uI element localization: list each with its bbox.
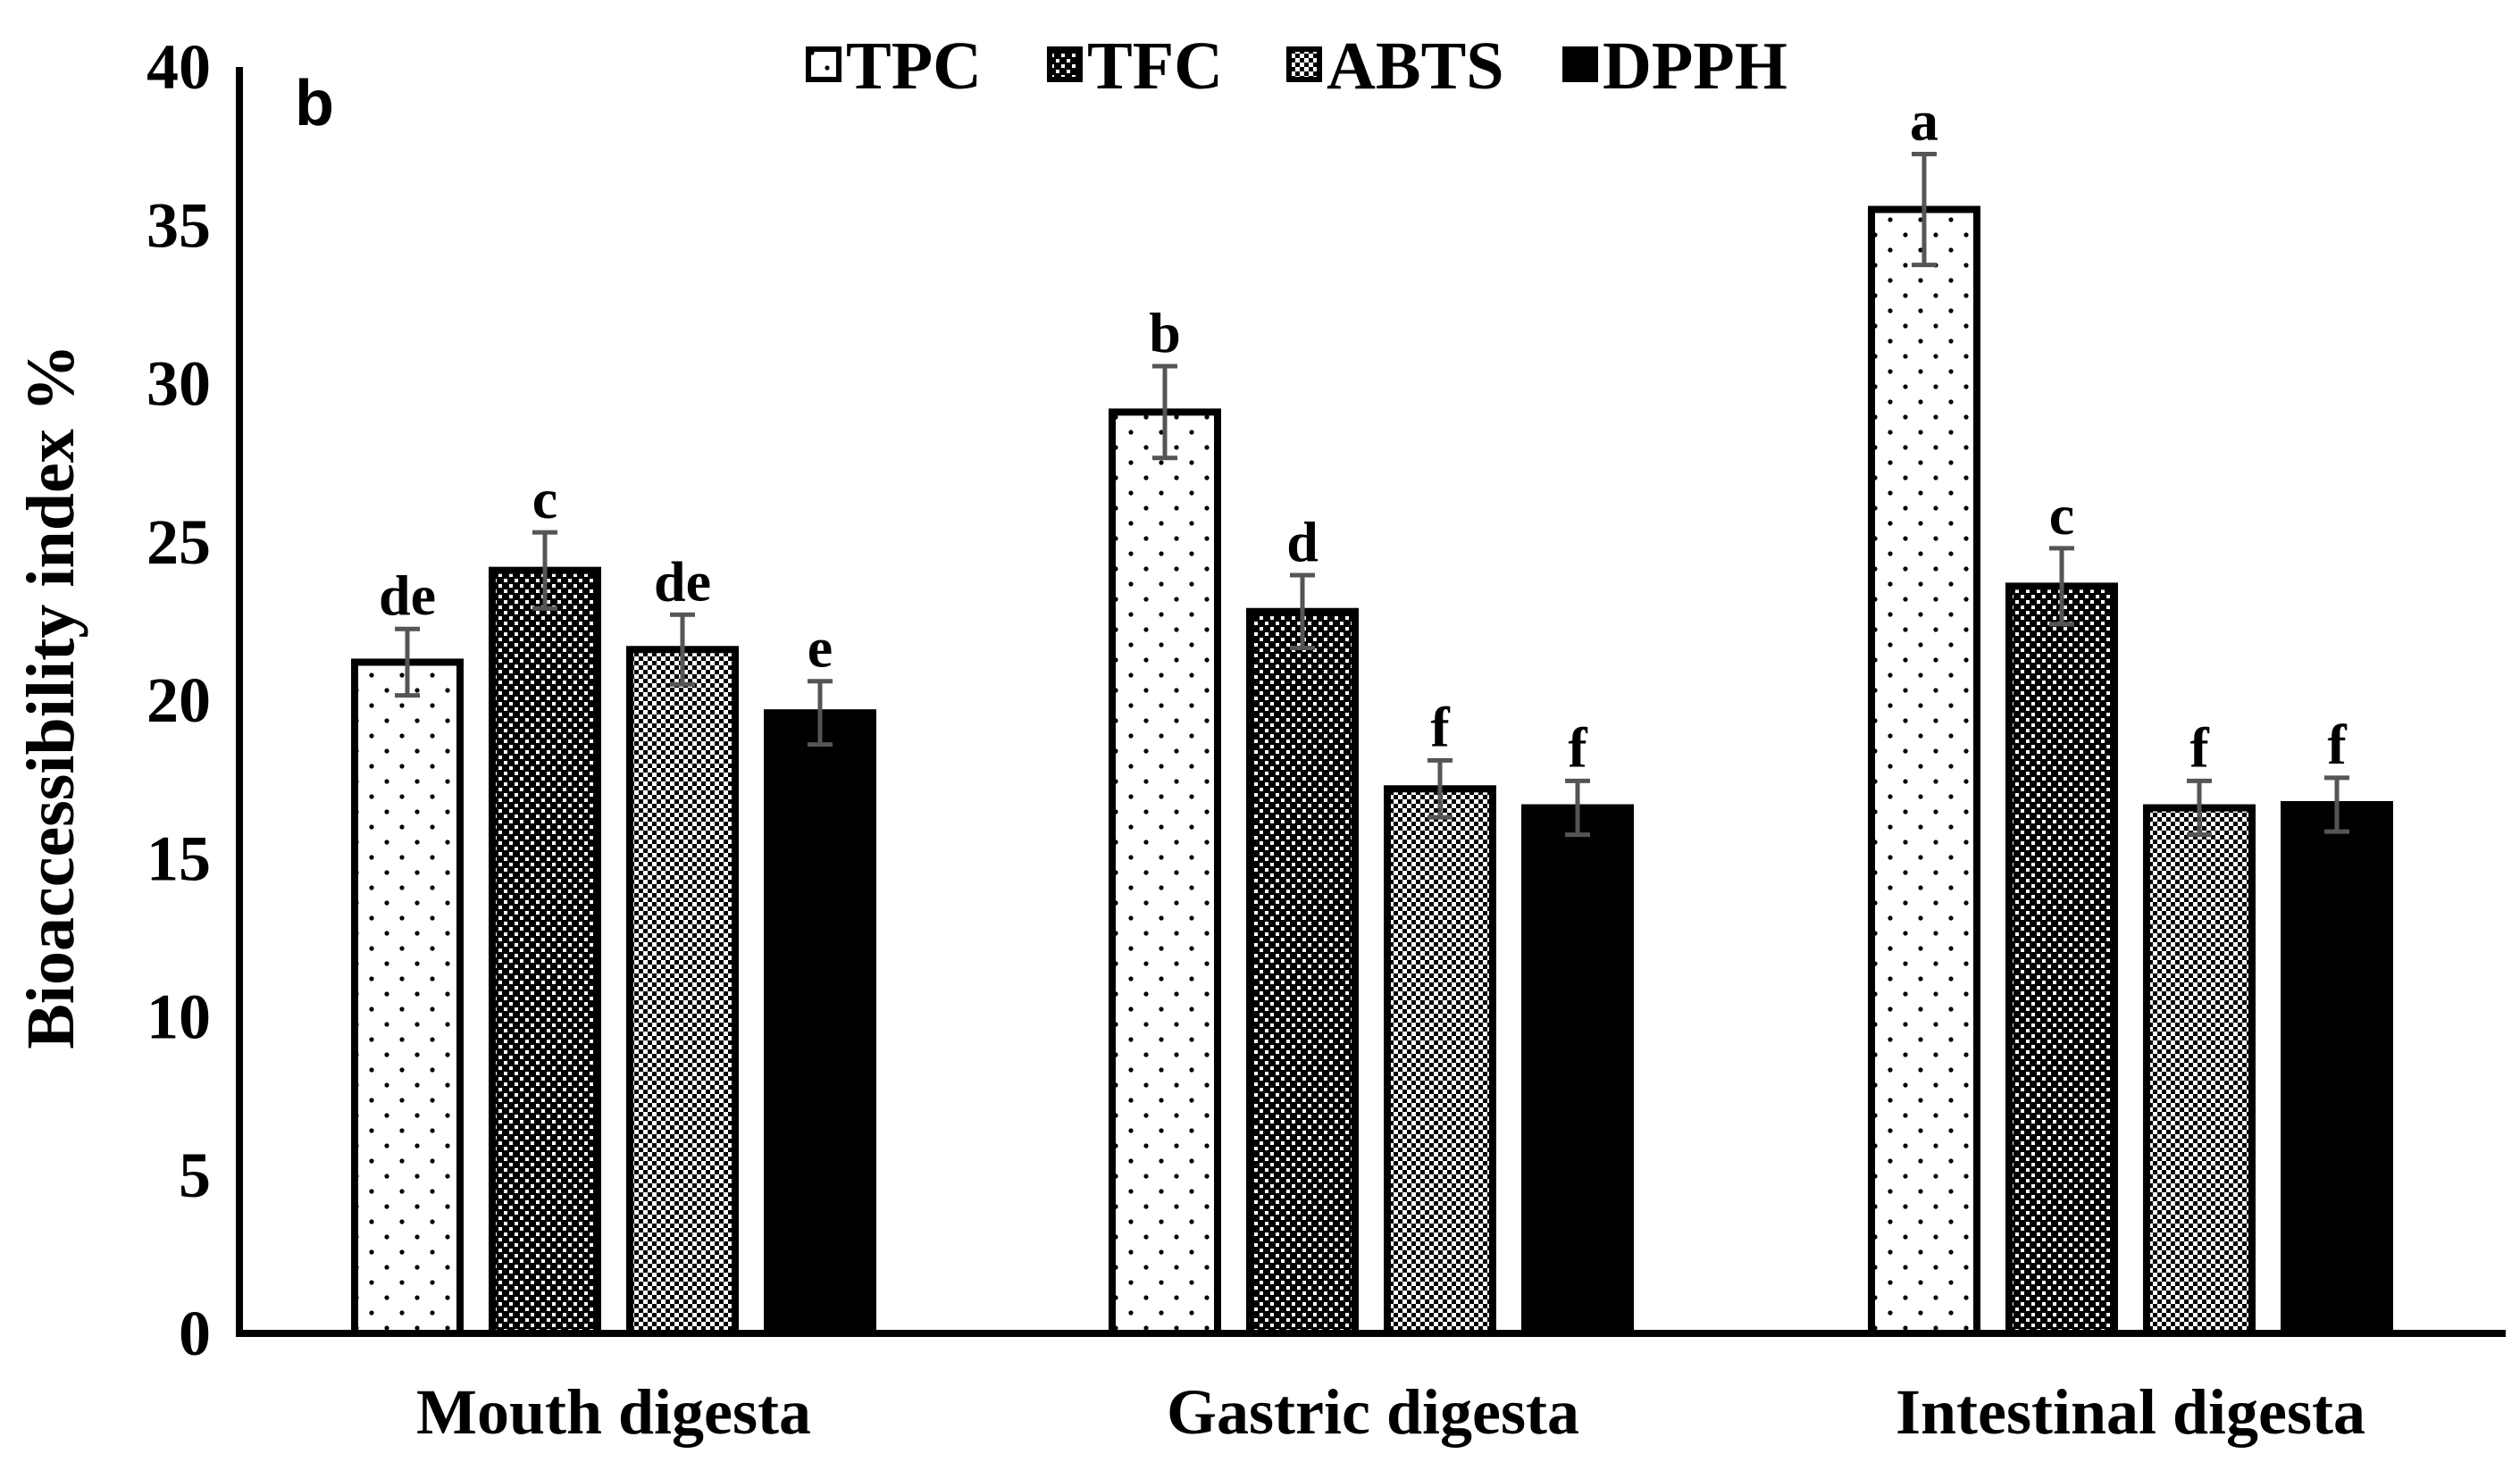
- category-label: Gastric digesta: [1167, 1376, 1579, 1448]
- bar-dpph: [764, 709, 876, 1337]
- bar-tpc: [1868, 205, 1980, 1337]
- legend-swatch: [1562, 46, 1598, 82]
- legend-item: TFC: [1047, 29, 1223, 104]
- y-tick-labels: 0 5 10 15 20 25 30 35 40: [147, 31, 211, 1369]
- error-bar: [1152, 363, 1177, 461]
- legend-swatch: [806, 46, 841, 82]
- bar-tpc: [1109, 408, 1221, 1337]
- panel-label: b: [295, 68, 334, 139]
- legend-label: ABTS: [1327, 29, 1504, 104]
- legend: TPC TFC ABTS DPPH: [806, 29, 1787, 104]
- significance-labels: de c de e b d f f a c f f: [379, 88, 2347, 779]
- significance-label: a: [1910, 88, 1938, 152]
- y-tick-label: 35: [147, 189, 211, 261]
- error-bar: [1290, 572, 1315, 651]
- axes: [236, 67, 2506, 1337]
- error-bar: [2324, 775, 2349, 834]
- legend-item: DPPH: [1562, 29, 1787, 104]
- legend-item: TPC: [806, 29, 982, 104]
- y-axis-title: Bioaccessibility index %: [13, 344, 88, 1049]
- category-labels: Mouth digesta Gastric digesta Intestinal d…: [416, 1376, 2365, 1448]
- error-bar: [2187, 778, 2212, 838]
- error-bar: [2049, 546, 2074, 627]
- y-tick-label: 25: [147, 506, 211, 578]
- significance-label: c: [2049, 483, 2074, 547]
- legend-label: TPC: [846, 29, 982, 104]
- y-tick-label: 40: [147, 31, 211, 103]
- bar-abts: [2143, 804, 2256, 1337]
- y-tick-label: 10: [147, 982, 211, 1053]
- bar-tfc: [489, 566, 601, 1337]
- error-bar: [1565, 778, 1590, 838]
- legend-label: TFC: [1087, 29, 1223, 104]
- y-tick-label: 20: [147, 664, 211, 736]
- error-bar: [808, 679, 833, 748]
- significance-label: de: [654, 549, 711, 613]
- significance-label: f: [2189, 715, 2209, 779]
- bar-abts: [1384, 785, 1496, 1337]
- bar-tfc: [2005, 582, 2118, 1337]
- bar-dpph: [2281, 800, 2393, 1337]
- y-tick-label: 0: [179, 1298, 211, 1369]
- significance-label: f: [1568, 715, 1587, 779]
- bars: [351, 205, 2393, 1337]
- legend-item: ABTS: [1286, 29, 1504, 104]
- error-bar: [1912, 151, 1937, 268]
- significance-label: f: [1430, 695, 1450, 758]
- bar-dpph: [1521, 804, 1634, 1337]
- category-label: Mouth digesta: [416, 1376, 811, 1448]
- y-tick-label: 30: [147, 348, 211, 420]
- significance-label: f: [2327, 713, 2347, 776]
- error-bars: [395, 151, 2349, 838]
- y-tick-label: 5: [179, 1140, 211, 1211]
- significance-label: c: [532, 467, 557, 530]
- legend-swatch: [1286, 46, 1322, 82]
- error-bar: [1427, 757, 1453, 820]
- legend-swatch: [1047, 46, 1083, 82]
- significance-label: e: [808, 616, 833, 680]
- error-bar: [670, 612, 695, 687]
- legend-label: DPPH: [1603, 29, 1787, 104]
- significance-label: d: [1286, 510, 1319, 573]
- bar-tfc: [1246, 607, 1359, 1337]
- y-tick-label: 15: [147, 823, 211, 894]
- significance-label: b: [1149, 301, 1181, 364]
- category-label: Intestinal digesta: [1896, 1376, 2365, 1448]
- error-bar: [395, 626, 420, 698]
- error-bar: [532, 530, 557, 611]
- bar-abts: [626, 646, 739, 1337]
- bar-tpc: [351, 658, 464, 1337]
- significance-label: de: [379, 564, 436, 627]
